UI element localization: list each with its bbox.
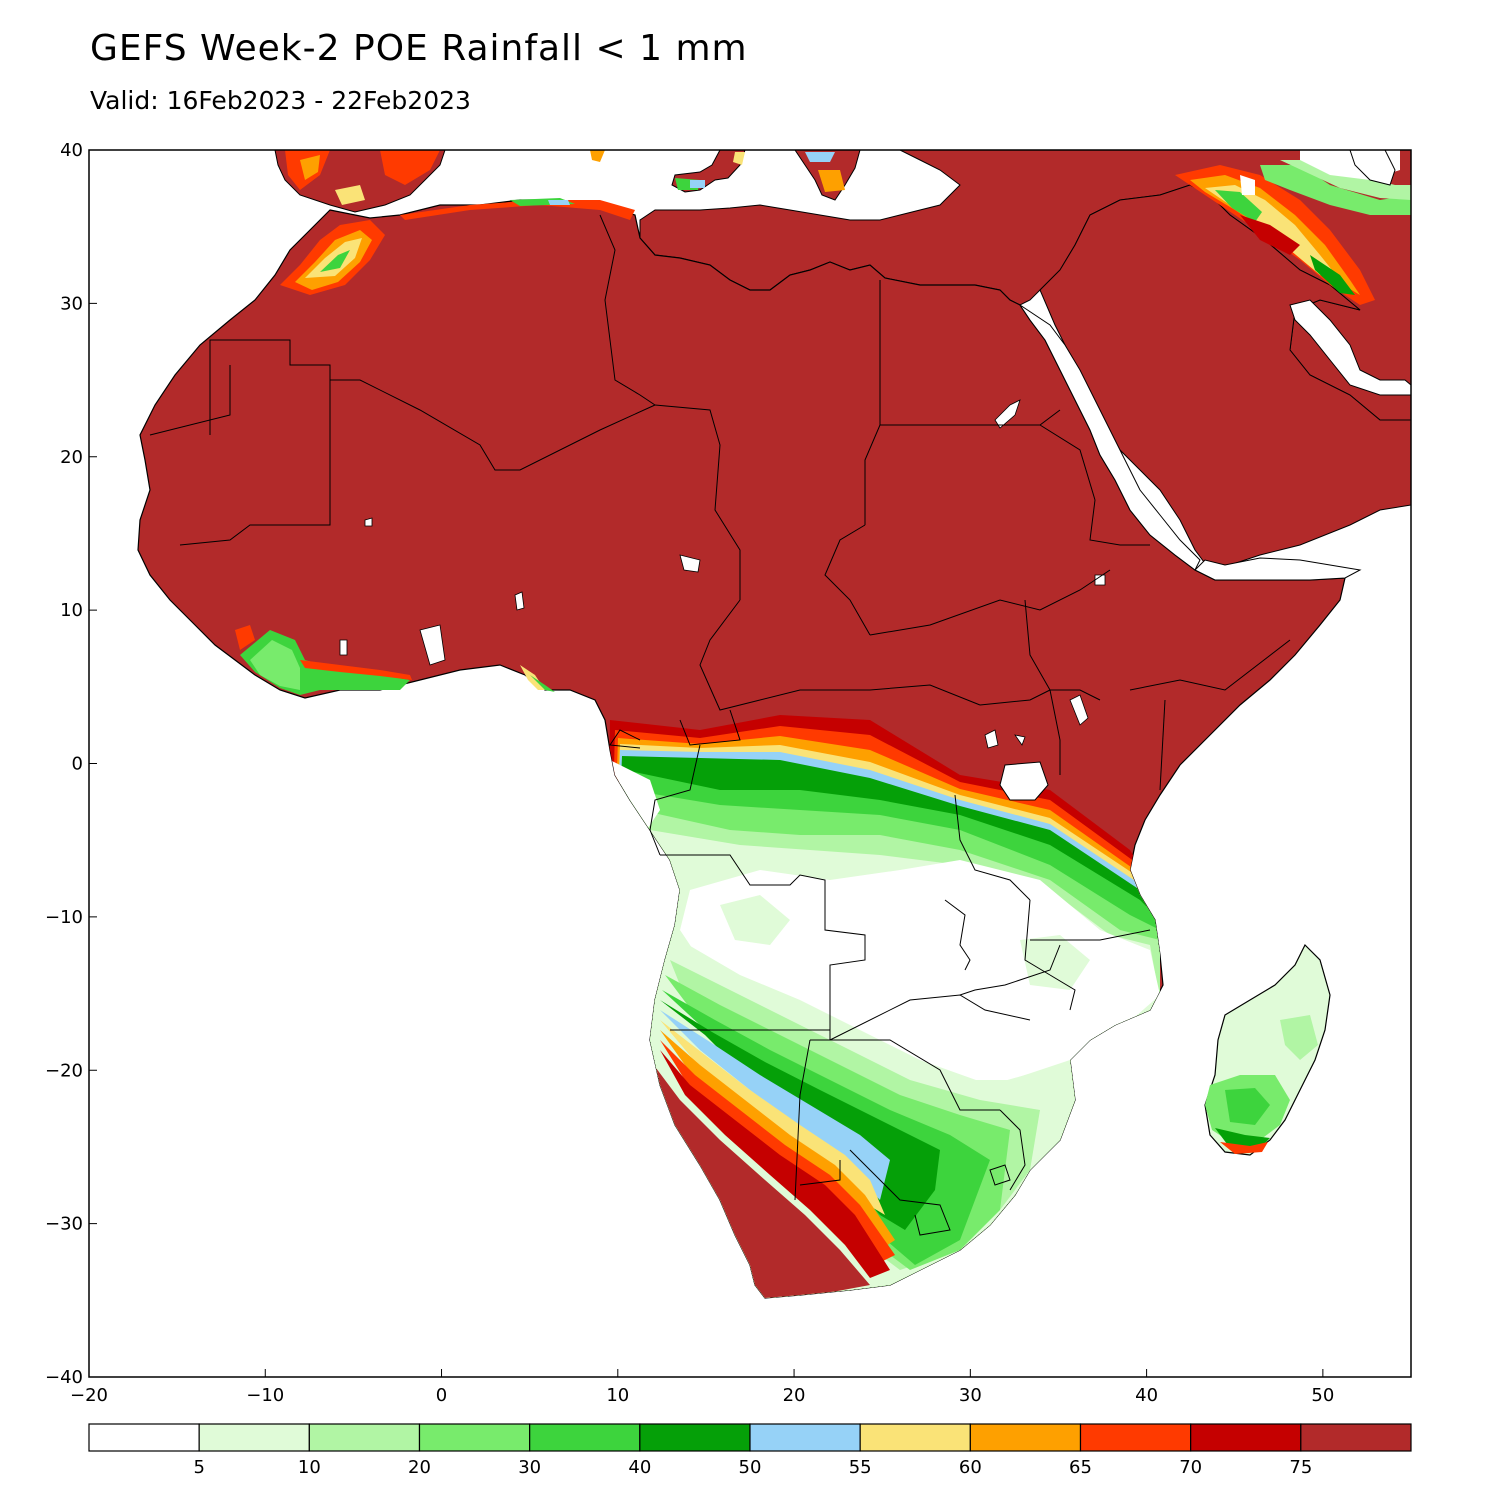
colorbar-label: 20	[408, 1457, 431, 1478]
west-africa-coastal-light	[250, 640, 300, 690]
map-title: GEFS Week-2 POE Rainfall < 1 mm	[90, 28, 748, 69]
gulf-of-aden	[1194, 557, 1362, 581]
colorbar-label: 5	[193, 1457, 204, 1478]
colorbar-swatch	[1190, 1423, 1302, 1452]
colorbar-swatch	[749, 1423, 861, 1452]
colorbar-swatch	[308, 1423, 421, 1452]
country-borders	[149, 214, 1291, 1236]
colorbar-label: 30	[518, 1457, 541, 1478]
y-tick-label: 40	[60, 140, 83, 161]
x-tick-label: 40	[1135, 1385, 1158, 1406]
colorbar-label: 70	[1179, 1457, 1202, 1478]
y-tick-label: 20	[60, 447, 83, 468]
colorbar-label: 65	[1069, 1457, 1092, 1478]
colorbar-swatch	[969, 1423, 1082, 1452]
map-axes: −20 −10 0 10 20 30 40 50 40 30 20 10 0 −10 −20 −30 −40	[45, 140, 1334, 1406]
colorbar-swatch	[88, 1423, 200, 1452]
y-tick-label: 30	[60, 293, 83, 314]
colorbar-swatch	[1079, 1423, 1192, 1452]
x-tick-label: 20	[783, 1385, 806, 1406]
y-tick-label: −40	[45, 1367, 83, 1388]
colorbar-label: 40	[628, 1457, 651, 1478]
colorbar-swatch	[529, 1423, 641, 1452]
colorbar-label: 55	[849, 1457, 872, 1478]
y-tick-label: −30	[45, 1214, 83, 1235]
colorbar-label: 60	[959, 1457, 982, 1478]
y-tick-label: 10	[60, 600, 83, 621]
x-tick-label: 10	[606, 1385, 629, 1406]
y-tick-label: 0	[72, 754, 83, 775]
colorbar-label: 10	[298, 1457, 321, 1478]
x-tick-label: −20	[70, 1385, 108, 1406]
y-tick-label: −10	[45, 907, 83, 928]
x-tick-label: −10	[246, 1385, 284, 1406]
colorbar-label: 50	[739, 1457, 762, 1478]
x-tick-label: 0	[436, 1385, 447, 1406]
southern-rain-field	[600, 715, 1160, 1298]
colorbar-swatch	[859, 1423, 971, 1452]
colorbar-label: 75	[1289, 1457, 1312, 1478]
map-subtitle: Valid: 16Feb2023 - 22Feb2023	[90, 86, 471, 115]
colorbar-swatch	[639, 1423, 751, 1452]
colorbar-swatch	[198, 1423, 310, 1452]
lake-victoria	[999, 761, 1049, 801]
y-tick-label: −20	[45, 1060, 83, 1081]
colorbar-swatch	[1300, 1423, 1412, 1452]
x-tick-label: 50	[1311, 1385, 1334, 1406]
colorbar: 5 10 20 30 40 50 55 60 65 70 75	[88, 1423, 1412, 1478]
x-tick-label: 30	[959, 1385, 982, 1406]
map-area	[137, 150, 1411, 1299]
colorbar-swatch	[418, 1423, 531, 1452]
